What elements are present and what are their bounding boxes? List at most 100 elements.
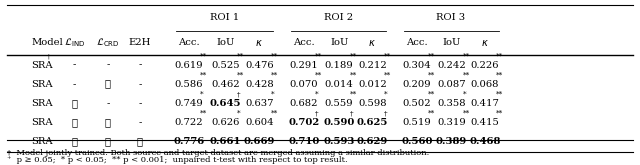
Text: 0.626: 0.626 (211, 118, 239, 127)
Text: **: ** (428, 110, 435, 118)
Text: †: † (350, 110, 354, 118)
Text: 0.319: 0.319 (437, 118, 466, 127)
Text: **: ** (350, 90, 358, 99)
Text: ROI 1: ROI 1 (209, 13, 239, 22)
Text: **: ** (428, 90, 435, 99)
Text: **: ** (200, 71, 207, 79)
Text: 0.212: 0.212 (358, 61, 387, 70)
Text: ✓: ✓ (105, 137, 111, 146)
Text: 0.502: 0.502 (403, 99, 431, 108)
Text: 0.590: 0.590 (323, 118, 355, 127)
Text: †: † (316, 110, 319, 118)
Text: **: ** (237, 52, 244, 60)
Text: -: - (106, 99, 109, 108)
Text: 0.645: 0.645 (210, 99, 241, 108)
Text: ✓: ✓ (71, 99, 77, 108)
Text: $\kappa$: $\kappa$ (369, 38, 376, 48)
Text: 0.661: 0.661 (210, 137, 241, 146)
Text: **: ** (316, 52, 323, 60)
Text: IoU: IoU (442, 38, 461, 47)
Text: **: ** (350, 71, 358, 79)
Text: E2H: E2H (129, 38, 151, 47)
Text: 0.749: 0.749 (175, 99, 204, 108)
Text: ✓: ✓ (105, 80, 111, 89)
Text: 0.682: 0.682 (290, 99, 318, 108)
Text: **: ** (496, 110, 503, 118)
Text: 0.593: 0.593 (323, 137, 355, 146)
Text: 0.358: 0.358 (437, 99, 466, 108)
Text: SRA: SRA (31, 99, 53, 108)
Text: 0.242: 0.242 (437, 61, 466, 70)
Text: **: ** (496, 52, 503, 60)
Text: 0.722: 0.722 (175, 118, 204, 127)
Text: **: ** (350, 52, 358, 60)
Text: †: † (237, 90, 240, 99)
Text: 0.462: 0.462 (211, 80, 240, 89)
Text: **: ** (200, 110, 207, 118)
Text: 0.710: 0.710 (289, 137, 320, 146)
Text: 0.669: 0.669 (244, 137, 275, 146)
Text: **: ** (316, 71, 323, 79)
Text: SRA: SRA (31, 118, 53, 127)
Text: 0.476: 0.476 (245, 61, 274, 70)
Text: 0.525: 0.525 (211, 61, 240, 70)
Text: 0.189: 0.189 (324, 61, 353, 70)
Text: **: ** (428, 52, 435, 60)
Text: ✓: ✓ (137, 137, 143, 146)
Text: 0.702: 0.702 (289, 118, 319, 127)
Text: 0.625: 0.625 (356, 118, 388, 127)
Text: Acc.: Acc. (179, 38, 200, 47)
Text: ✓: ✓ (71, 118, 77, 127)
Text: 0.637: 0.637 (245, 99, 273, 108)
Text: 0.226: 0.226 (470, 61, 499, 70)
Text: ROI 2: ROI 2 (324, 13, 353, 22)
Text: 0.519: 0.519 (403, 118, 431, 127)
Text: 0.776: 0.776 (173, 137, 205, 146)
Text: $\kappa$: $\kappa$ (481, 38, 489, 48)
Text: †: † (47, 52, 51, 60)
Text: 0.291: 0.291 (290, 61, 319, 70)
Text: **: ** (463, 52, 470, 60)
Text: **: ** (496, 90, 503, 99)
Text: 0.417: 0.417 (470, 99, 499, 108)
Text: ✓: ✓ (105, 118, 111, 127)
Text: 0.070: 0.070 (290, 80, 318, 89)
Text: SRA: SRA (31, 80, 53, 89)
Text: *: * (463, 90, 467, 99)
Text: *: * (316, 90, 319, 99)
Text: -: - (138, 99, 141, 108)
Text: **: ** (463, 71, 470, 79)
Text: 0.468: 0.468 (469, 137, 500, 146)
Text: *: * (383, 90, 387, 99)
Text: **: ** (271, 52, 278, 60)
Text: 0.415: 0.415 (470, 118, 499, 127)
Text: 0.304: 0.304 (403, 61, 431, 70)
Text: 0.619: 0.619 (175, 61, 204, 70)
Text: Model: Model (31, 38, 63, 47)
Text: SRA: SRA (31, 61, 53, 70)
Text: **: ** (463, 110, 470, 118)
Text: 0.014: 0.014 (324, 80, 353, 89)
Text: -: - (106, 61, 109, 70)
Text: SRA: SRA (31, 137, 53, 146)
Text: 0.428: 0.428 (245, 80, 274, 89)
Text: *: * (271, 90, 274, 99)
Text: **: ** (271, 110, 278, 118)
Text: -: - (72, 61, 76, 70)
Text: **: ** (237, 71, 244, 79)
Text: ROI 3: ROI 3 (436, 13, 465, 22)
Text: *: * (200, 90, 204, 99)
Text: **: ** (200, 52, 207, 60)
Text: 0.389: 0.389 (436, 137, 467, 146)
Text: -: - (138, 80, 141, 89)
Text: 0.586: 0.586 (175, 80, 204, 89)
Text: 0.560: 0.560 (401, 137, 433, 146)
Text: $\kappa$: $\kappa$ (255, 38, 263, 48)
Text: Acc.: Acc. (406, 38, 428, 47)
Text: $\mathcal{L}_{\mathrm{CRD}}$: $\mathcal{L}_{\mathrm{CRD}}$ (96, 36, 120, 49)
Text: **: ** (496, 71, 503, 79)
Text: †: † (383, 110, 387, 118)
Text: ⁺  p ≥ 0.05;  * p < 0.05;  ** p < 0.001;  unpaired t-test with respect to top re: ⁺ p ≥ 0.05; * p < 0.05; ** p < 0.001; un… (7, 156, 348, 165)
Text: Acc.: Acc. (293, 38, 315, 47)
Text: †  Model jointly trained. Both source and target dataset are merged assuming a s: † Model jointly trained. Both source and… (7, 149, 429, 157)
